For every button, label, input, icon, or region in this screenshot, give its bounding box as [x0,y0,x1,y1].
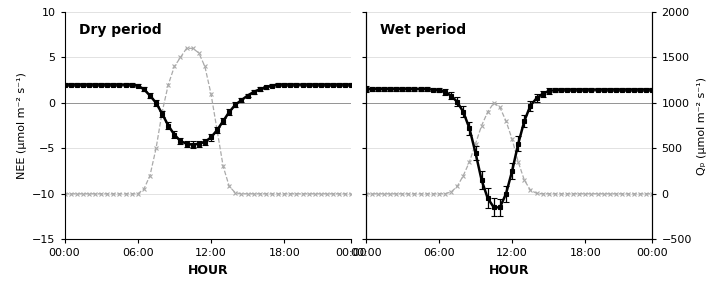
Text: Dry period: Dry period [79,23,161,37]
Y-axis label: Qₚ (μmol m⁻² s⁻¹): Qₚ (μmol m⁻² s⁻¹) [698,77,708,175]
Y-axis label: NEE (μmol m⁻² s⁻¹): NEE (μmol m⁻² s⁻¹) [16,72,27,179]
X-axis label: HOUR: HOUR [188,264,228,277]
Text: Wet period: Wet period [380,23,466,37]
X-axis label: HOUR: HOUR [489,264,529,277]
